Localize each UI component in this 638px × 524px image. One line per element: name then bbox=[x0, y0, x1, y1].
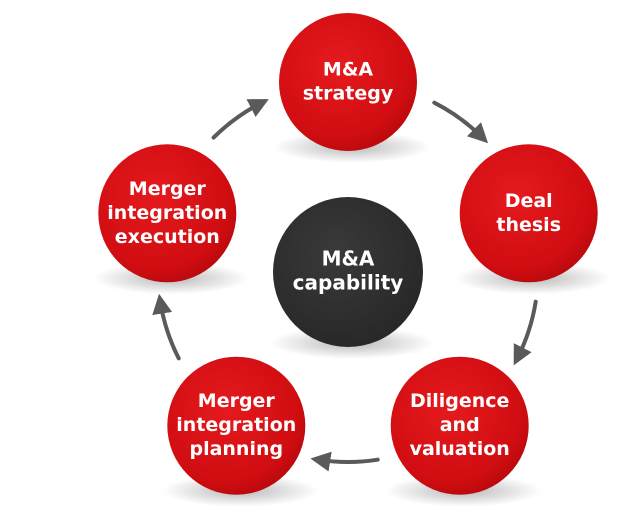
node-label-ma-strategy-line-1: M&A bbox=[323, 59, 373, 81]
cycle-arrow-ma-strategy-to-deal-thesis bbox=[432, 100, 489, 144]
node-label-deal-thesis-line-1: Deal bbox=[505, 190, 553, 212]
center-node-circle bbox=[273, 197, 423, 347]
cycle-arrow-merger-integration-execution-to-ma-strategy bbox=[211, 99, 269, 140]
node-circle-ma-strategy bbox=[279, 13, 417, 151]
node-label-merger-integration-execution-line-1: Merger bbox=[129, 178, 207, 200]
node-label-merger-integration-execution-line-3: execution bbox=[115, 226, 220, 248]
cycle-arrow-merger-integration-planning-to-merger-integration-execution bbox=[152, 293, 181, 361]
node-label-diligence-and-valuation-line-2: and bbox=[440, 414, 480, 436]
cycle-arrows bbox=[152, 99, 538, 472]
cycle-arrow-diligence-and-valuation-to-merger-integration-planning bbox=[310, 451, 380, 472]
node-label-merger-integration-planning-line-2: integration bbox=[176, 414, 296, 436]
cycle-arrow-deal-thesis-to-diligence-and-valuation bbox=[513, 299, 538, 366]
node-label-merger-integration-planning-line-3: planning bbox=[189, 438, 283, 460]
node-label-diligence-and-valuation-line-1: Diligence bbox=[410, 390, 509, 412]
node-label-diligence-and-valuation-line-3: valuation bbox=[410, 438, 510, 460]
node-circle-deal-thesis bbox=[459, 144, 598, 283]
node-circle-merger-integration-execution bbox=[98, 144, 237, 283]
node-label-deal-thesis-line-2: thesis bbox=[496, 214, 561, 236]
node-label-merger-integration-execution-line-2: integration bbox=[107, 202, 227, 224]
node-circle-merger-integration-planning bbox=[167, 356, 306, 495]
center-node-label-line-2: capability bbox=[293, 271, 404, 295]
center-node-label-line-1: M&A bbox=[322, 247, 375, 271]
node-label-merger-integration-planning-line-1: Merger bbox=[198, 390, 276, 412]
node-circle-diligence-and-valuation bbox=[390, 356, 529, 495]
cycle-nodes: M&AstrategyDealthesisDiligenceandvaluati… bbox=[98, 13, 598, 495]
node-label-ma-strategy-line-2: strategy bbox=[303, 83, 394, 105]
